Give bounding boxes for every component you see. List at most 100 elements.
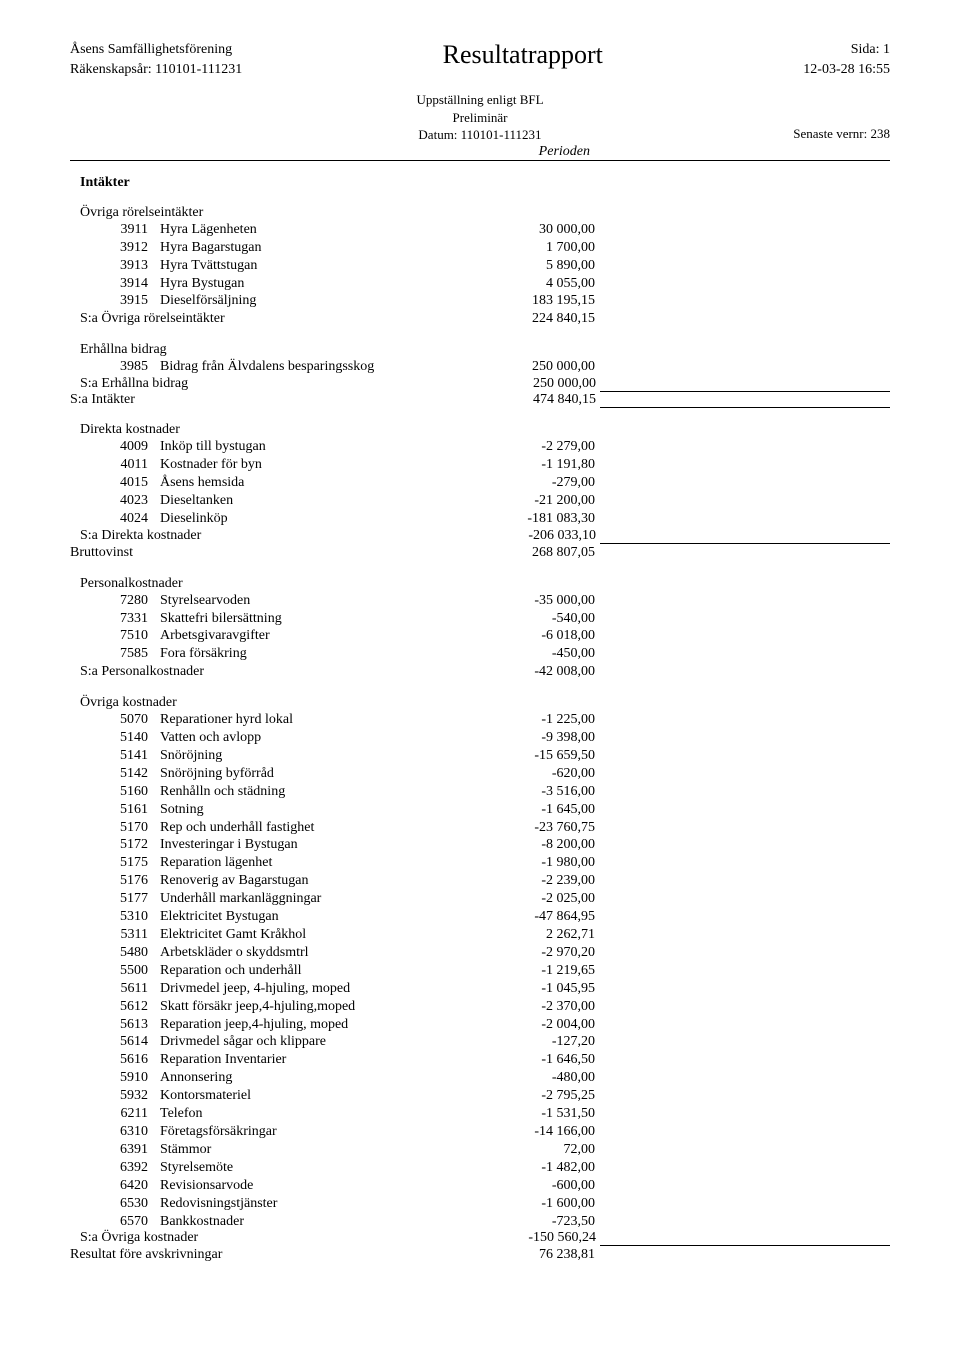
- account-label: Rep och underhåll fastighet: [148, 819, 465, 837]
- account-code: 5613: [98, 1016, 148, 1034]
- account-value: 183 195,15: [465, 292, 595, 310]
- account-code: 5611: [98, 980, 148, 998]
- account-row: 5161Sotning-1 645,00: [70, 801, 890, 819]
- account-value: -9 398,00: [465, 729, 595, 747]
- account-code: 7280: [98, 592, 148, 610]
- sum-label: S:a Erhållna bidrag: [80, 376, 466, 392]
- account-value: 4 055,00: [465, 275, 595, 293]
- account-row: 5170Rep och underhåll fastighet-23 760,7…: [70, 819, 890, 837]
- latest-vernr: Senaste vernr: 238: [793, 126, 890, 142]
- account-label: Åsens hemsida: [148, 474, 465, 492]
- account-value: -620,00: [465, 765, 595, 783]
- sum-value: 76 238,81: [465, 1246, 595, 1264]
- account-label: Dieseltanken: [148, 492, 465, 510]
- account-label: Reparation jeep,4-hjuling, moped: [148, 1016, 465, 1034]
- account-value: 72,00: [465, 1141, 595, 1159]
- account-value: -2 279,00: [465, 438, 595, 456]
- period-column-header: Perioden: [539, 144, 590, 160]
- account-row: 5310Elektricitet Bystugan-47 864,95: [70, 908, 890, 926]
- sum-personal: S:a Personalkostnader -42 008,00: [70, 663, 890, 681]
- rule: [600, 1232, 890, 1246]
- sum-value: -206 033,10: [466, 528, 596, 544]
- account-row: 6310Företagsförsäkringar-14 166,00: [70, 1123, 890, 1141]
- account-code: 4009: [98, 438, 148, 456]
- account-label: Sotning: [148, 801, 465, 819]
- account-code: 3911: [98, 221, 148, 239]
- account-code: 6310: [98, 1123, 148, 1141]
- account-value: -14 166,00: [465, 1123, 595, 1141]
- account-value: -1 980,00: [465, 854, 595, 872]
- preliminary-note: Preliminär: [70, 109, 890, 127]
- account-code: 4011: [98, 456, 148, 474]
- account-code: 3915: [98, 292, 148, 310]
- account-label: Redovisningstjänster: [148, 1195, 465, 1213]
- account-value: 2 262,71: [465, 926, 595, 944]
- account-code: 3985: [98, 358, 148, 376]
- account-label: Bidrag från Älvdalens besparingsskog: [148, 358, 465, 376]
- account-row: 5175Reparation lägenhet-1 980,00: [70, 854, 890, 872]
- subsection-erhallna: Erhållna bidrag: [80, 342, 890, 358]
- account-label: Styrelsemöte: [148, 1159, 465, 1177]
- account-label: Arbetsgivaravgifter: [148, 627, 465, 645]
- account-code: 5910: [98, 1069, 148, 1087]
- account-value: -2 239,00: [465, 872, 595, 890]
- account-value: -480,00: [465, 1069, 595, 1087]
- sum-value: -42 008,00: [465, 663, 595, 681]
- account-value: -1 191,80: [465, 456, 595, 474]
- account-row: 5311Elektricitet Gamt Kråkhol2 262,71: [70, 926, 890, 944]
- account-code: 5175: [98, 854, 148, 872]
- account-value: 30 000,00: [465, 221, 595, 239]
- account-code: 5172: [98, 836, 148, 854]
- account-value: -1 045,95: [465, 980, 595, 998]
- rule: [600, 394, 890, 408]
- account-label: Snöröjning byförråd: [148, 765, 465, 783]
- account-value: -1 531,50: [465, 1105, 595, 1123]
- account-label: Drivmedel jeep, 4-hjuling, moped: [148, 980, 465, 998]
- account-value: -3 516,00: [465, 783, 595, 801]
- account-label: Reparationer hyrd lokal: [148, 711, 465, 729]
- account-code: 6420: [98, 1177, 148, 1195]
- account-code: 3912: [98, 239, 148, 257]
- account-code: 5170: [98, 819, 148, 837]
- account-row: 4015Åsens hemsida-279,00: [70, 474, 890, 492]
- account-code: 5141: [98, 747, 148, 765]
- account-label: Företagsförsäkringar: [148, 1123, 465, 1141]
- account-label: Fora försäkring: [148, 645, 465, 663]
- account-code: 7510: [98, 627, 148, 645]
- account-row: 4024Dieselinköp-181 083,30: [70, 510, 890, 528]
- sum-label: S:a Intäkter: [70, 392, 466, 408]
- account-code: 5160: [98, 783, 148, 801]
- account-code: 5614: [98, 1033, 148, 1051]
- account-code: 5612: [98, 998, 148, 1016]
- account-row: 3914Hyra Bystugan4 055,00: [70, 275, 890, 293]
- account-row: 5140Vatten och avlopp-9 398,00: [70, 729, 890, 747]
- account-value: -540,00: [465, 610, 595, 628]
- subsection-direkta: Direkta kostnader: [80, 422, 890, 438]
- account-value: -8 200,00: [465, 836, 595, 854]
- page-header: Åsens Samfällighetsförening Räkenskapsår…: [70, 40, 890, 79]
- account-value: -1 482,00: [465, 1159, 595, 1177]
- account-value: -1 225,00: [465, 711, 595, 729]
- account-label: Elektricitet Bystugan: [148, 908, 465, 926]
- account-label: Hyra Bagarstugan: [148, 239, 465, 257]
- sum-value: 224 840,15: [465, 310, 595, 328]
- sum-value: 250 000,00: [466, 376, 596, 392]
- subsection-ovriga-intakter: Övriga rörelseintäkter: [80, 205, 890, 221]
- account-row: 5480Arbetskläder o skyddsmtrl-2 970,20: [70, 944, 890, 962]
- account-label: Annonsering: [148, 1069, 465, 1087]
- account-value: -2 795,25: [465, 1087, 595, 1105]
- account-code: 5310: [98, 908, 148, 926]
- account-row: 3912Hyra Bagarstugan1 700,00: [70, 239, 890, 257]
- account-label: Kostnader för byn: [148, 456, 465, 474]
- account-code: 3914: [98, 275, 148, 293]
- account-value: -450,00: [465, 645, 595, 663]
- account-label: Skatt försäkr jeep,4-hjuling,moped: [148, 998, 465, 1016]
- account-code: 5500: [98, 962, 148, 980]
- account-label: Dieselförsäljning: [148, 292, 465, 310]
- account-label: Hyra Lägenheten: [148, 221, 465, 239]
- account-label: Telefon: [148, 1105, 465, 1123]
- subsection-ovriga-kostnader: Övriga kostnader: [80, 695, 890, 711]
- account-row: 3985Bidrag från Älvdalens besparingsskog…: [70, 358, 890, 376]
- account-value: -21 200,00: [465, 492, 595, 510]
- account-label: Vatten och avlopp: [148, 729, 465, 747]
